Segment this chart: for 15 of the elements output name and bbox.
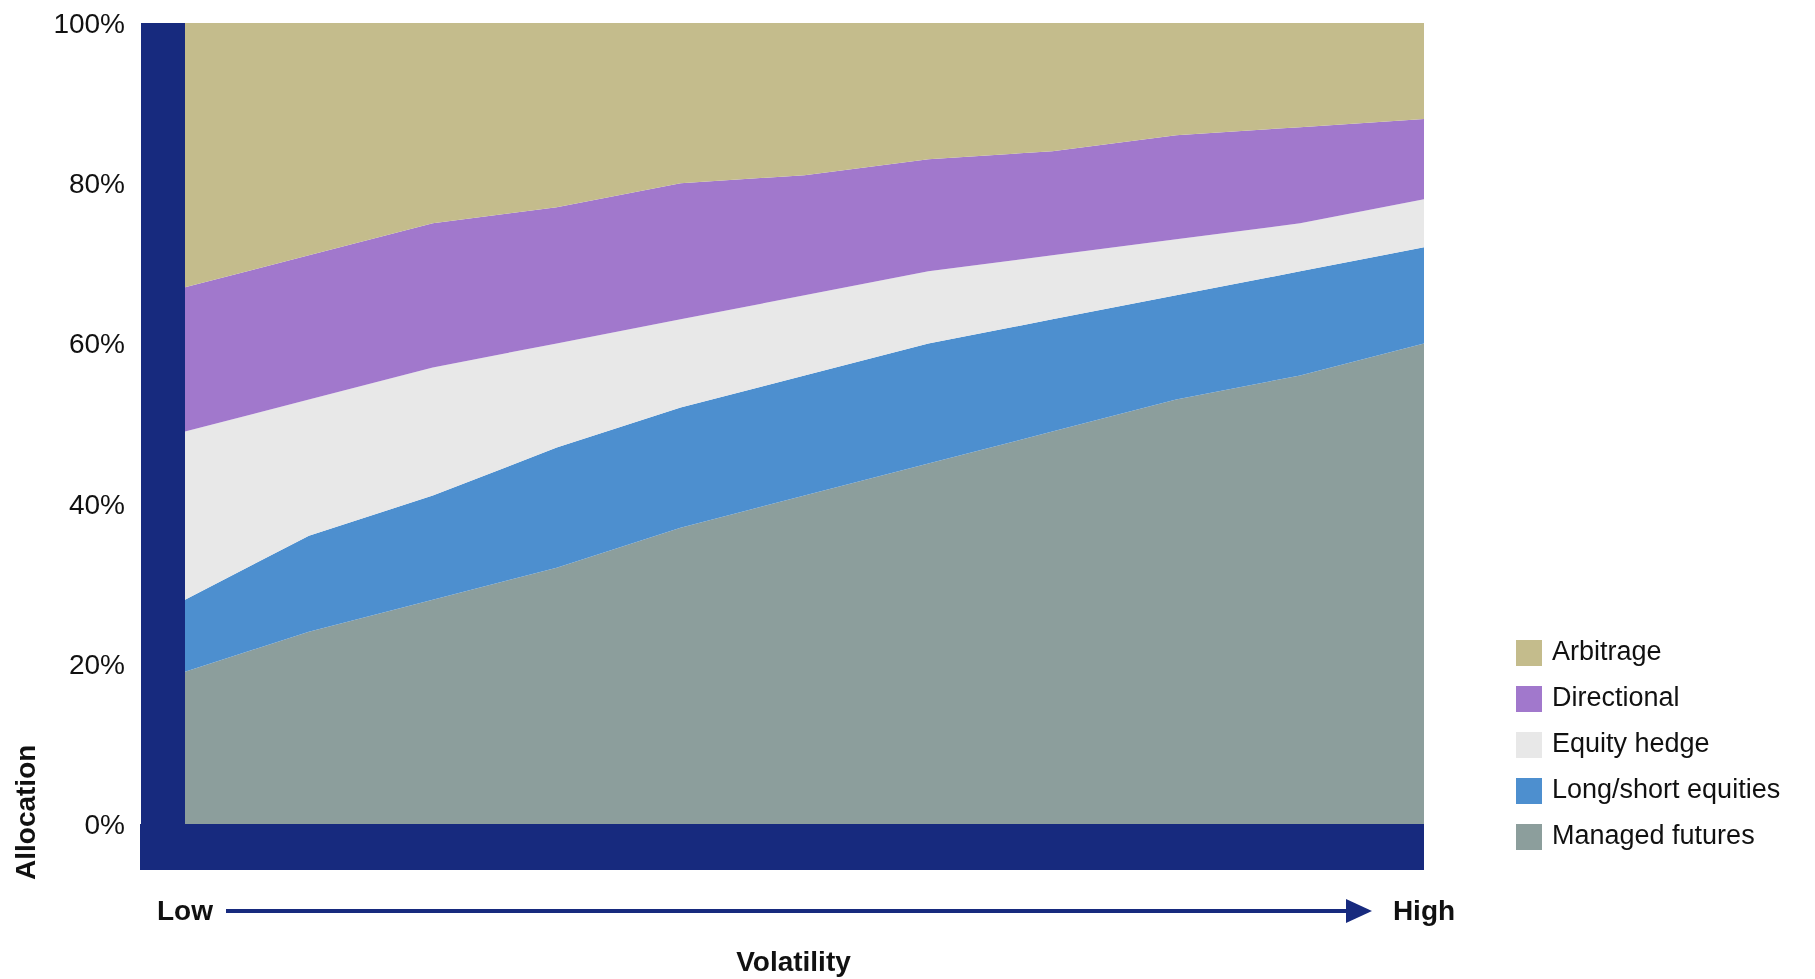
legend-label: Equity hedge — [1552, 727, 1711, 760]
legend-label: Long/short equities — [1552, 773, 1782, 806]
legend-label: Arbitrage — [1552, 635, 1663, 668]
x-axis-title: Volatility — [736, 946, 852, 977]
legend-label: Managed futures — [1552, 819, 1756, 852]
y-tick-label: 80% — [68, 168, 125, 200]
y-tick-label: 100% — [53, 7, 125, 39]
y-axis-title: Allocation — [10, 744, 41, 880]
x-tick-label: High — [1392, 894, 1456, 926]
y-tick-label: 20% — [68, 648, 125, 680]
legend-label: Directional — [1552, 681, 1681, 714]
y-tick-label: 60% — [68, 328, 125, 360]
x-tick-label: Low — [157, 894, 214, 926]
y-tick-label: 0% — [84, 808, 125, 840]
y-tick-label: 40% — [68, 488, 125, 520]
